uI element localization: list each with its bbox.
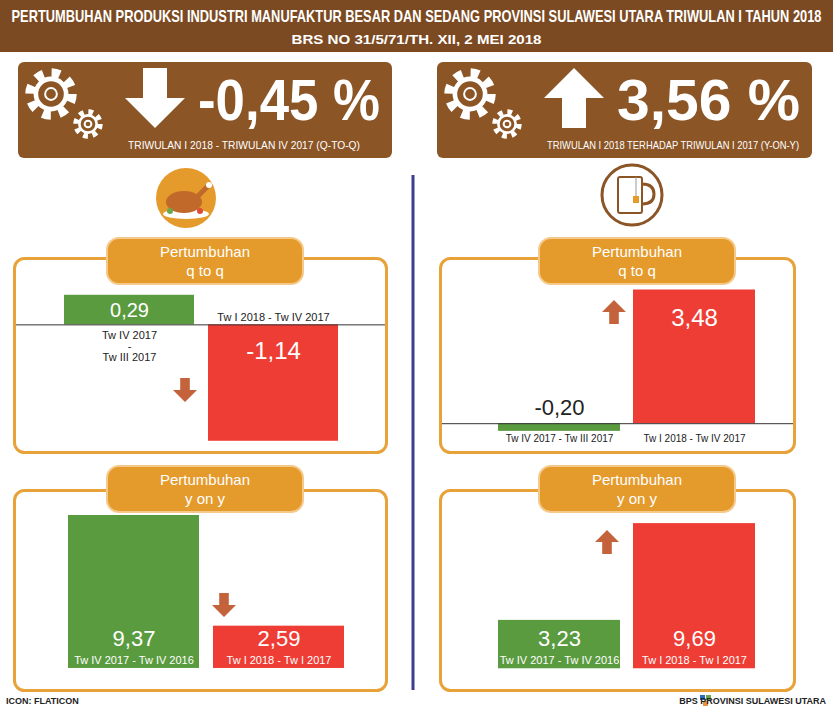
svg-text:y on y: y on y bbox=[617, 490, 658, 507]
svg-text:ICON: FLATICON: ICON: FLATICON bbox=[6, 696, 79, 706]
svg-text:BPS PROVINSI SULAWESI UTARA: BPS PROVINSI SULAWESI UTARA bbox=[679, 696, 826, 706]
svg-text:9,69: 9,69 bbox=[673, 626, 716, 651]
svg-text:9,37: 9,37 bbox=[113, 625, 156, 650]
svg-text:Tw IV 2017 - Tw IV 2016: Tw IV 2017 - Tw IV 2016 bbox=[500, 654, 620, 666]
svg-text:PERTUMBUHAN PRODUKSI INDUSTRI: PERTUMBUHAN PRODUKSI INDUSTRI MANUFAKTUR… bbox=[12, 7, 822, 26]
svg-text:q to q: q to q bbox=[618, 262, 656, 279]
svg-text:Tw IV 2017-Tw III 2017: Tw IV 2017-Tw III 2017 bbox=[102, 329, 157, 363]
svg-text:Pertumbuhan: Pertumbuhan bbox=[160, 243, 250, 260]
svg-text:Tw IV 2017 - Tw IV 2016: Tw IV 2017 - Tw IV 2016 bbox=[74, 654, 194, 666]
svg-text:Tw I 2018 - Tw I 2017: Tw I 2018 - Tw I 2017 bbox=[642, 654, 747, 666]
svg-text:3,23: 3,23 bbox=[538, 626, 581, 651]
svg-text:-0,45 %: -0,45 % bbox=[198, 67, 380, 132]
svg-text:3,56 %: 3,56 % bbox=[617, 67, 800, 132]
svg-text:0,29: 0,29 bbox=[110, 299, 149, 321]
svg-text:TRIWULAN I 2018 TERHADAP TRIWU: TRIWULAN I 2018 TERHADAP TRIWULAN I 2017… bbox=[547, 139, 799, 151]
svg-text:BRS NO 31/5/71/TH. XII, 2 MEI: BRS NO 31/5/71/TH. XII, 2 MEI 2018 bbox=[292, 33, 542, 47]
svg-text:Pertumbuhan: Pertumbuhan bbox=[592, 471, 682, 488]
svg-text:Pertumbuhan: Pertumbuhan bbox=[592, 243, 682, 260]
svg-text:-1,14: -1,14 bbox=[246, 337, 301, 364]
svg-text:q to q: q to q bbox=[186, 262, 224, 279]
svg-text:y on y: y on y bbox=[185, 490, 226, 507]
svg-text:2,59: 2,59 bbox=[258, 625, 301, 650]
svg-text:Tw IV 2017 - Tw III 2017: Tw IV 2017 - Tw III 2017 bbox=[506, 433, 614, 444]
svg-text:Tw I 2018 - Tw IV 2017: Tw I 2018 - Tw IV 2017 bbox=[217, 311, 329, 323]
svg-text:Pertumbuhan: Pertumbuhan bbox=[160, 471, 250, 488]
svg-text:-0,20: -0,20 bbox=[534, 395, 584, 420]
svg-text:Tw I 2018 - Tw I 2017: Tw I 2018 - Tw I 2017 bbox=[227, 654, 332, 666]
svg-text:TRIWULAN I 2018 - TRIWULAN IV: TRIWULAN I 2018 - TRIWULAN IV 2017 (Q-TO… bbox=[128, 139, 360, 151]
svg-text:Tw I 2018 - Tw IV 2017: Tw I 2018 - Tw IV 2017 bbox=[643, 433, 746, 444]
svg-text:3,48: 3,48 bbox=[671, 304, 718, 331]
